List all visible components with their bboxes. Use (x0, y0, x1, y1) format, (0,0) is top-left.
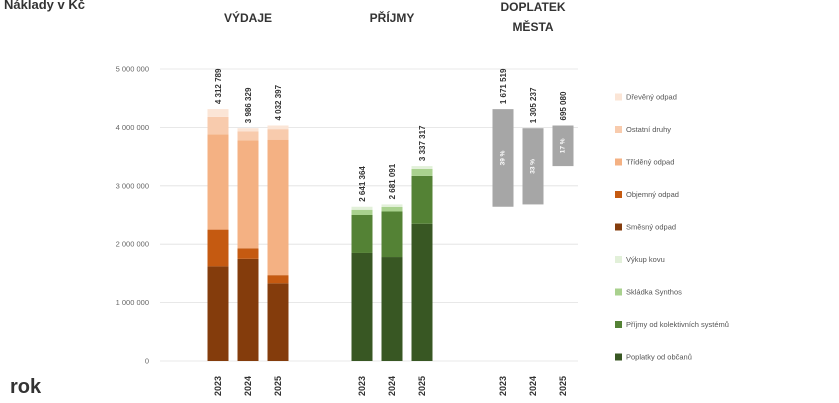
legend-swatch (615, 321, 622, 328)
group-title: VÝDAJE (224, 10, 272, 25)
x-axis: 2023 2024 2025 2023 2024 2025 2023 2024 2025 (213, 376, 568, 396)
x-tick-label: 2025 (273, 376, 283, 396)
legend-swatch (615, 158, 622, 166)
legend-label: Objemný odpad (626, 190, 679, 199)
y-tick-label: 1 000 000 (116, 298, 149, 307)
surcharge-percent-label: 17 % (560, 138, 567, 153)
legend-item: Objemný odpad (615, 190, 679, 199)
legend-swatch (615, 288, 622, 296)
legend-label: Poplatky od občanů (626, 353, 692, 362)
x-tick-label: 2024 (387, 376, 397, 396)
legend-label: Tříděný odpad (626, 158, 674, 167)
legend-swatch (615, 256, 622, 263)
legend-item: Ostatní druhy (615, 125, 671, 134)
bar-segment (351, 206, 373, 210)
legend-item: Tříděný odpad (615, 158, 674, 167)
legend-swatch (615, 191, 622, 198)
x-tick-label: 2023 (498, 376, 508, 396)
bar-segment (267, 125, 289, 130)
y-tick-label: 3 000 000 (116, 181, 149, 190)
legend-label: Dřevěný odpad (626, 93, 677, 102)
total-label: 4 312 789 (214, 68, 223, 104)
surcharge-percent-label: 39 % (500, 150, 507, 165)
legend-swatch (615, 223, 622, 231)
legend-label: Příjmy od kolektivních systémů (626, 320, 729, 329)
total-label: 2 641 364 (358, 166, 367, 202)
bar-segment (207, 266, 229, 361)
bar-labels: 4 312 789 3 986 329 4 032 397 2 641 364 2 68… (214, 68, 568, 202)
legend: Dřevěný odpad Ostatní druhy Tříděný odpad O… (615, 93, 729, 362)
y-tick-label: 0 (145, 357, 149, 366)
total-label: 3 986 329 (244, 87, 253, 123)
bar-segment (267, 283, 289, 361)
bar-segment (381, 211, 403, 258)
surcharge-bar (552, 125, 574, 167)
legend-swatch (615, 126, 622, 133)
legend-swatch (615, 93, 622, 101)
legend-item: Směsný odpad (615, 223, 676, 232)
bar-segment (411, 223, 433, 361)
bar-segment (267, 129, 289, 140)
bar-segment (381, 204, 403, 207)
bar-segment (237, 128, 259, 132)
x-tick-label: 2024 (528, 376, 538, 396)
corner-title: Náklady v Kč (4, 0, 85, 12)
x-tick-label: 2023 (213, 376, 223, 396)
bar-segment (267, 139, 289, 276)
bar-segment (411, 166, 433, 169)
bar-segment (411, 175, 433, 224)
bar-segment (237, 258, 259, 361)
total-label: 4 032 397 (274, 84, 283, 120)
legend-item: Skládka Synthos (615, 288, 682, 297)
legend-label: Směsný odpad (626, 223, 676, 232)
bar-segment (381, 257, 403, 361)
legend-swatch (615, 353, 622, 361)
y-tick-label: 5 000 000 (116, 65, 149, 74)
bar-segment (207, 116, 229, 135)
legend-label: Výkup kovu (626, 255, 665, 264)
x-tick-label: 2024 (243, 376, 253, 396)
x-tick-label: 2025 (558, 376, 568, 396)
legend-item: Dřevěný odpad (615, 93, 677, 102)
bar-segment (237, 131, 259, 141)
legend-label: Ostatní druhy (626, 125, 671, 134)
y-tick-label: 2 000 000 (116, 240, 149, 249)
bar-segment (207, 229, 229, 267)
surcharge-bar (492, 109, 514, 207)
total-label: 1 671 519 (499, 68, 508, 104)
group-title: PŘÍJMY (370, 10, 415, 25)
surcharge-percent-label: 33 % (530, 159, 537, 174)
x-tick-label: 2025 (417, 376, 427, 396)
bar-segment (351, 215, 373, 253)
x-tick-label: 2023 (357, 376, 367, 396)
bar-segment (267, 275, 289, 284)
group-title: MĚSTA (512, 19, 553, 34)
surcharge-bar (522, 128, 544, 205)
y-tick-label: 4 000 000 (116, 123, 149, 132)
bar-segment (411, 168, 433, 176)
group-titles: VÝDAJE PŘÍJMY DOPLATEK MĚSTA (224, 0, 566, 34)
legend-item: Příjmy od kolektivních systémů (615, 320, 729, 329)
legend-item: Poplatky od občanů (615, 353, 692, 362)
bar-segment (351, 252, 373, 361)
legend-item: Výkup kovu (615, 255, 665, 264)
bar-segment (237, 248, 259, 259)
group-title: DOPLATEK (500, 0, 565, 14)
bar-segment (381, 206, 403, 212)
bar-segment (207, 134, 229, 230)
total-label: 695 080 (559, 91, 568, 120)
bar-segment (237, 140, 259, 249)
bar-segment (351, 209, 373, 215)
x-axis-word: rok (10, 376, 42, 398)
total-label: 2 681 091 (388, 163, 397, 199)
legend-label: Skládka Synthos (626, 288, 682, 297)
total-label: 1 305 237 (529, 87, 538, 123)
bar-segment (207, 109, 229, 117)
total-label: 3 337 317 (418, 125, 427, 161)
y-axis: 0 1 000 000 2 000 000 3 000 000 4 000 000 5 0… (116, 65, 149, 366)
bars (207, 109, 574, 361)
